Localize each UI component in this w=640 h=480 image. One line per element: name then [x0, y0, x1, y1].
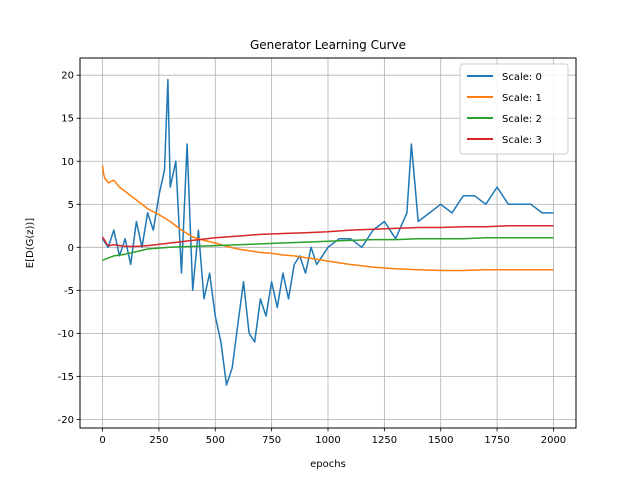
y-tick-label: 5 — [68, 200, 74, 211]
x-tick-label: 1500 — [428, 435, 453, 446]
series-line-0 — [101, 78, 554, 386]
y-tick-label: -5 — [64, 286, 74, 297]
y-axis-ticks: -20 -15 -10 -5 0 5 10 15 20 — [58, 71, 80, 426]
x-tick-label: 500 — [206, 435, 225, 446]
series-line-3 — [101, 225, 554, 248]
legend-label: Scale: 0 — [502, 72, 542, 83]
series-line-1 — [101, 165, 554, 272]
x-axis-title: epochs — [310, 459, 346, 470]
y-tick-label: 15 — [61, 114, 74, 125]
x-tick-label: 0 — [99, 435, 105, 446]
legend: Scale: 0 Scale: 1 Scale: 2 Scale: 3 — [459, 63, 569, 155]
x-tick-label: 750 — [262, 435, 281, 446]
x-tick-label: 1750 — [484, 435, 509, 446]
legend-label: Scale: 2 — [502, 114, 542, 125]
legend-label: Scale: 1 — [502, 93, 542, 104]
chart-title: Generator Learning Curve — [250, 38, 406, 52]
x-axis-ticks: 0 250 500 750 1000 1250 1500 1750 2000 — [99, 428, 566, 446]
series-lines — [101, 78, 554, 386]
x-tick-label: 1250 — [372, 435, 397, 446]
x-tick-label: 250 — [149, 435, 168, 446]
series-line-2 — [102, 237, 554, 261]
y-tick-label: 10 — [61, 157, 74, 168]
y-tick-label: -10 — [58, 329, 74, 340]
y-tick-label: -15 — [58, 372, 74, 383]
y-tick-label: 20 — [61, 71, 74, 82]
legend-box — [459, 63, 569, 155]
x-tick-label: 1000 — [315, 435, 340, 446]
y-axis-title: E[D(G(z))] — [25, 218, 36, 269]
y-tick-label: -20 — [58, 415, 74, 426]
x-tick-label: 2000 — [541, 435, 566, 446]
y-tick-label: 0 — [68, 243, 74, 254]
legend-label: Scale: 3 — [502, 135, 542, 146]
